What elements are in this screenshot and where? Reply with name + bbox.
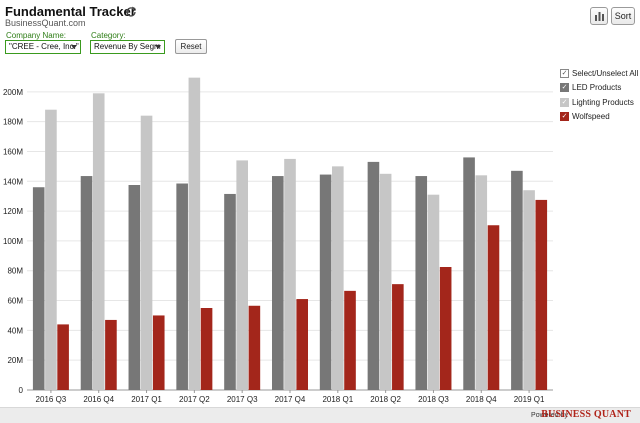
bar-wolfspeed bbox=[439, 267, 452, 390]
bar-wolfspeed bbox=[200, 308, 213, 390]
bar-lighting-products bbox=[284, 158, 296, 390]
legend-select-all[interactable]: ✓ Select/Unselect All bbox=[560, 66, 638, 80]
bar-wolfspeed bbox=[344, 290, 356, 390]
checkbox-checked-icon: ✓ bbox=[560, 83, 569, 92]
bar-wolfspeed bbox=[296, 299, 308, 390]
bar-lighting-products bbox=[140, 115, 153, 390]
checkbox-icon: ✓ bbox=[560, 68, 569, 78]
bar-wolfspeed bbox=[152, 315, 165, 390]
bar-wolfspeed bbox=[392, 284, 404, 390]
company-name-label: Company Name: bbox=[6, 31, 67, 40]
category-select-value: Revenue By Segm bbox=[94, 42, 161, 51]
revenue-bar-chart: 0 20M 40M 60M 80M 100M 120M 140M 160M 180M 200M 201… bbox=[3, 77, 553, 404]
x-tick-label: 2017 Q1 bbox=[131, 395, 162, 404]
legend-item-label: Wolfspeed bbox=[572, 112, 610, 121]
bar-wolfspeed bbox=[248, 305, 261, 390]
y-tick-label: 40M bbox=[7, 326, 23, 335]
bar-wolfspeed bbox=[487, 225, 500, 390]
bar-lighting-products bbox=[523, 190, 535, 390]
checkbox-checked-icon: ✓ bbox=[560, 97, 569, 107]
y-tick-label: 120M bbox=[3, 207, 23, 216]
y-tick-label: 100M bbox=[3, 237, 23, 246]
bar-led-products bbox=[128, 185, 141, 390]
x-tick-label: 2017 Q2 bbox=[179, 395, 210, 404]
footer: Powered by BUSINESS QUANT bbox=[0, 407, 640, 423]
bar-led-products bbox=[272, 176, 284, 390]
x-tick-label: 2019 Q1 bbox=[514, 395, 545, 404]
category-label: Category: bbox=[91, 31, 126, 40]
business-quant-logo[interactable]: BUSINESS QUANT bbox=[541, 409, 631, 420]
bar-lighting-products bbox=[236, 160, 248, 390]
y-tick-label: 60M bbox=[7, 297, 23, 306]
legend: ✓ Select/Unselect All ✓ LED Products ✓ L… bbox=[560, 66, 638, 124]
bar-wolfspeed bbox=[535, 199, 548, 390]
chevron-down-icon bbox=[71, 45, 77, 49]
company-select-value: "CREE - Cree, Inc." bbox=[9, 42, 79, 51]
bar-lighting-products bbox=[45, 109, 57, 390]
page-subtitle: BusinessQuant.com bbox=[5, 18, 86, 28]
bar-led-products bbox=[367, 161, 380, 390]
bar-lighting-products bbox=[92, 93, 105, 391]
y-tick-label: 140M bbox=[3, 177, 23, 186]
x-tick-label: 2016 Q3 bbox=[36, 395, 67, 404]
powered-by-label: Powered by bbox=[531, 412, 568, 419]
category-select[interactable]: Revenue By Segm bbox=[90, 40, 165, 54]
bar-led-products bbox=[80, 176, 93, 390]
legend-item-led-products[interactable]: ✓ LED Products bbox=[560, 81, 638, 95]
bar-led-products bbox=[415, 176, 428, 390]
bar-wolfspeed bbox=[57, 324, 69, 390]
bar-led-products bbox=[32, 187, 45, 390]
sort-button[interactable]: Sort bbox=[611, 7, 635, 25]
y-tick-label: 20M bbox=[7, 356, 23, 365]
x-tick-label: 2016 Q4 bbox=[83, 395, 114, 404]
x-tick-label: 2018 Q1 bbox=[322, 395, 353, 404]
checkbox-checked-icon: ✓ bbox=[560, 112, 569, 121]
legend-item-lighting-products[interactable]: ✓ Lighting Products bbox=[560, 95, 638, 109]
bar-led-products bbox=[319, 174, 332, 390]
bar-led-products bbox=[511, 170, 523, 390]
bar-lighting-products bbox=[332, 166, 344, 390]
y-tick-label: 0 bbox=[19, 386, 24, 395]
bar-led-products bbox=[224, 193, 236, 390]
bar-chart-icon bbox=[594, 12, 604, 21]
x-tick-label: 2017 Q4 bbox=[275, 395, 306, 404]
bar-lighting-products bbox=[475, 175, 488, 390]
y-tick-label: 80M bbox=[7, 267, 23, 276]
bar-led-products bbox=[463, 157, 475, 390]
bar-lighting-products bbox=[379, 173, 392, 390]
chart-type-button[interactable] bbox=[590, 7, 608, 25]
bar-led-products bbox=[176, 183, 188, 390]
x-tick-label: 2018 Q4 bbox=[466, 395, 497, 404]
company-select[interactable]: "CREE - Cree, Inc." bbox=[5, 40, 81, 54]
refresh-icon[interactable] bbox=[124, 5, 138, 19]
x-tick-label: 2017 Q3 bbox=[227, 395, 258, 404]
bar-lighting-products bbox=[188, 77, 201, 391]
page-title: Fundamental Tracker bbox=[5, 4, 136, 19]
y-tick-label: 160M bbox=[3, 147, 23, 156]
x-tick-label: 2018 Q2 bbox=[370, 395, 401, 404]
legend-select-all-label: Select/Unselect All bbox=[572, 68, 639, 78]
legend-item-label: LED Products bbox=[572, 83, 622, 92]
y-tick-label: 180M bbox=[3, 118, 23, 127]
legend-item-label: Lighting Products bbox=[572, 97, 634, 107]
bar-wolfspeed bbox=[105, 319, 117, 390]
bar-lighting-products bbox=[427, 194, 440, 390]
y-tick-label: 200M bbox=[3, 88, 23, 97]
reset-button[interactable]: Reset bbox=[175, 39, 207, 54]
x-tick-label: 2018 Q3 bbox=[418, 395, 449, 404]
chevron-down-icon bbox=[155, 45, 161, 49]
legend-item-wolfspeed[interactable]: ✓ Wolfspeed bbox=[560, 110, 638, 124]
